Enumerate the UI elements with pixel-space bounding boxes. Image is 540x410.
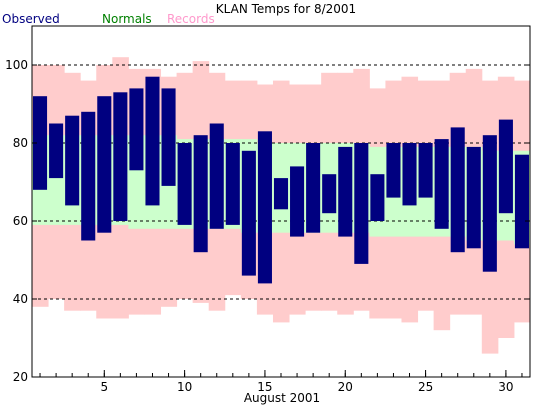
observed-range-bar [434,139,449,229]
axis-ticks-group: 20 40 60 80 100 5 10 15 20 25 30 [5,58,530,394]
observed-range-bar [129,88,144,171]
observed-range-bar [65,115,80,206]
observed-range-bar [177,143,192,225]
legend-observed: Observed [2,12,60,26]
observed-range-bar [145,76,160,206]
x-tick-label: 5 [100,380,108,394]
observed-range-bar [241,150,256,276]
observed-range-bar [466,146,481,249]
legend-normals: Normals [102,12,152,26]
observed-range-bar [402,143,417,206]
observed-range-bar [225,143,240,225]
observed-range-bar [306,143,321,233]
chart-title: KLAN Temps for 8/2001 [216,2,356,16]
observed-range-bar [498,119,513,214]
y-tick-label: 20 [13,370,28,384]
legend-records: Records [167,12,215,26]
observed-range-bar [418,143,433,198]
y-tick-label: 60 [13,214,28,228]
observed-range-bar [450,127,465,253]
observed-range-bar [273,178,289,210]
observed-range-bar [161,88,176,186]
x-tick-label: 10 [177,380,192,394]
observed-range-bar [81,111,96,241]
observed-bars-group [33,76,529,284]
observed-range-bar [257,131,272,284]
observed-range-bar [514,154,529,249]
observed-range-bar [354,143,369,264]
observed-range-bar [113,92,128,221]
y-tick-label: 100 [5,58,28,72]
observed-range-bar [370,174,385,221]
observed-range-bar [49,123,64,179]
x-tick-label: 20 [338,380,353,394]
observed-range-bar [209,123,224,229]
observed-range-bar [386,143,401,198]
x-tick-label: 25 [418,380,433,394]
observed-range-bar [33,96,48,190]
observed-range-bar [97,96,112,233]
x-tick-label: 15 [257,380,272,394]
observed-range-bar [290,166,305,237]
x-axis-label: August 2001 [244,391,320,405]
observed-range-bar [338,146,353,237]
observed-range-bar [193,135,208,253]
observed-range-bar [482,135,497,272]
y-tick-label: 80 [13,136,28,150]
y-tick-label: 40 [13,292,28,306]
observed-range-bar [322,174,337,214]
x-tick-label: 30 [498,380,513,394]
